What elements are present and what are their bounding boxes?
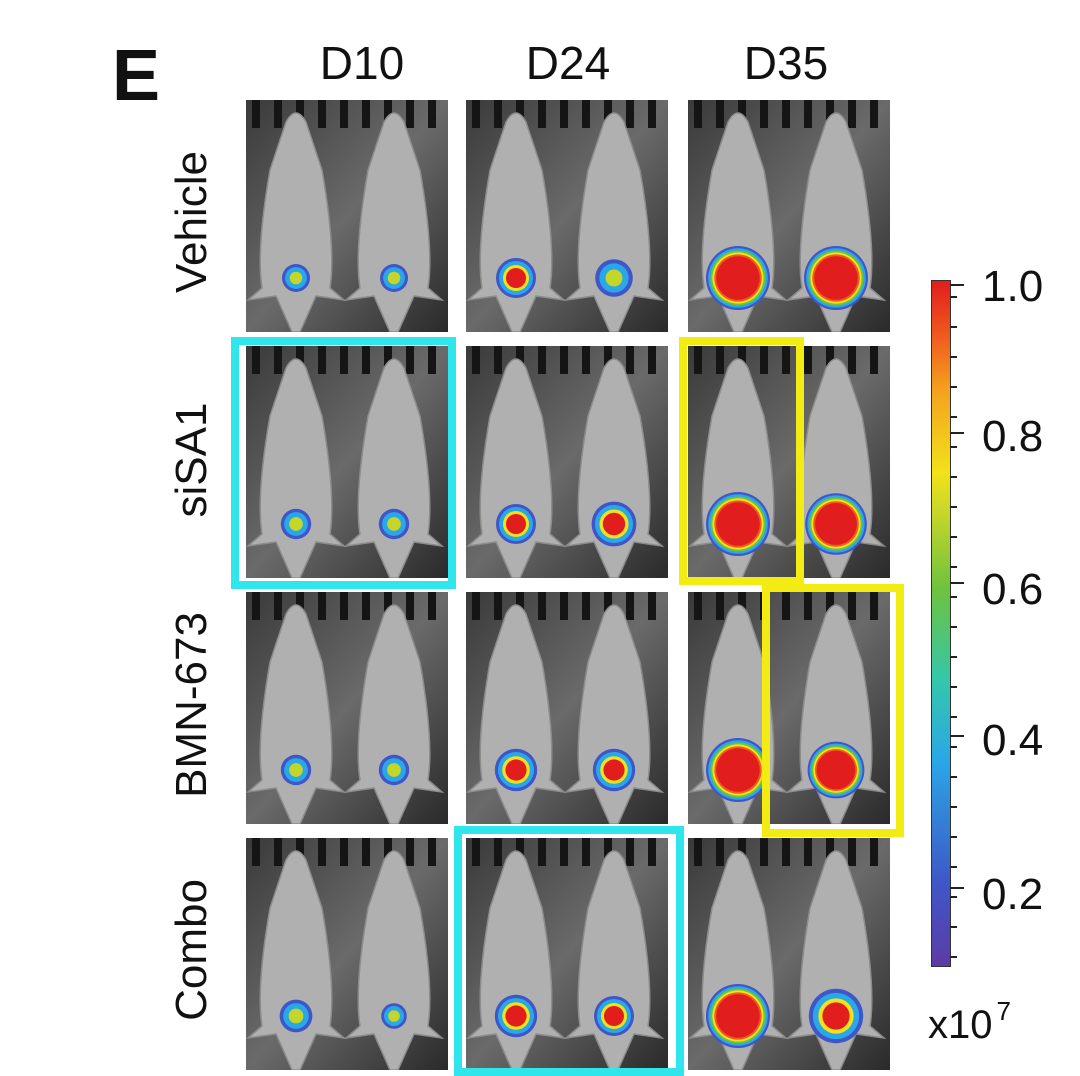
panel-letter: E <box>112 40 160 112</box>
colorbar-minor-tick <box>950 686 957 688</box>
mouse-image-bmn673-d10 <box>246 592 448 824</box>
mouse-image-vehicle-d35 <box>688 100 890 332</box>
yellow-highlight-box-bmn673-d35 <box>762 584 904 837</box>
colorbar-minor-tick <box>950 326 957 328</box>
colorbar-tick <box>950 735 964 737</box>
colorbar-minor-tick <box>950 776 957 778</box>
colorbar-minor-tick <box>950 296 957 298</box>
colorbar-label-0-4: 0.4 <box>982 719 1043 763</box>
colorbar-minor-tick <box>950 566 957 568</box>
colorbar-minor-tick <box>950 656 957 658</box>
colorbar-tick <box>950 432 964 434</box>
yellow-highlight-box-sisa1-d35 <box>679 337 804 585</box>
colorbar-label-0-6: 0.6 <box>982 568 1043 612</box>
colorbar-minor-tick <box>950 716 957 718</box>
colorbar-minor-tick <box>950 356 957 358</box>
colorbar-minor-tick <box>950 506 957 508</box>
column-label-d35: D35 <box>686 40 886 86</box>
colorbar-scale: x10 7 <box>928 998 1011 1045</box>
row-label-vehicle: Vehicle <box>170 151 214 293</box>
colorbar-minor-tick <box>950 446 957 448</box>
colorbar-tick <box>950 284 964 286</box>
colorbar-minor-tick <box>950 896 957 898</box>
colorbar-tick <box>950 887 964 889</box>
mouse-image-combo-d10 <box>246 838 448 1070</box>
colorbar-label-0-8: 0.8 <box>982 415 1043 459</box>
colorbar-minor-tick <box>950 416 957 418</box>
colorbar-minor-tick <box>950 836 957 838</box>
colorbar-scale-base: x10 <box>928 1003 993 1047</box>
cyan-highlight-box-combo-d24 <box>454 826 684 1076</box>
colorbar-minor-tick <box>950 536 957 538</box>
colorbar-minor-tick <box>950 386 957 388</box>
colorbar-minor-tick <box>950 476 957 478</box>
mouse-image-vehicle-d10 <box>246 100 448 332</box>
colorbar-scale-exponent: 7 <box>997 996 1011 1026</box>
mouse-image-bmn673-d24 <box>466 592 668 824</box>
cyan-highlight-box-sisa1-d10 <box>231 337 456 589</box>
colorbar-minor-tick <box>950 926 957 928</box>
colorbar-minor-tick <box>950 626 957 628</box>
colorbar-label-0-2: 0.2 <box>982 873 1043 917</box>
column-label-d24: D24 <box>468 40 668 86</box>
row-label-sisa1: siSA1 <box>170 403 214 518</box>
colorbar-tick <box>950 582 964 584</box>
colorbar <box>931 280 951 967</box>
colorbar-minor-tick <box>950 806 957 808</box>
colorbar-minor-tick <box>950 746 957 748</box>
row-label-combo: Combo <box>170 879 214 1021</box>
row-label-bmn673: BMN-673 <box>170 612 214 798</box>
mouse-image-sisa1-d24 <box>466 346 668 578</box>
column-label-d10: D10 <box>262 40 462 86</box>
colorbar-minor-tick <box>950 866 957 868</box>
colorbar-minor-tick <box>950 596 957 598</box>
colorbar-label-1-0: 1.0 <box>982 265 1043 309</box>
colorbar-minor-tick <box>950 956 957 958</box>
mouse-image-vehicle-d24 <box>466 100 668 332</box>
mouse-image-combo-d35 <box>688 838 890 1070</box>
